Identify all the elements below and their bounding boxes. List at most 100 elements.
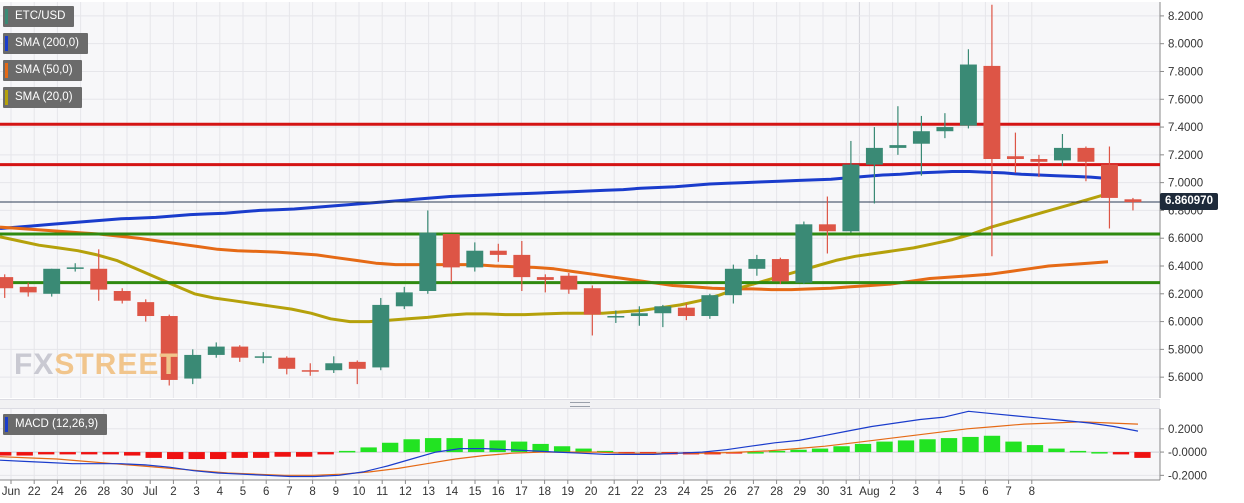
legend-sma200[interactable]: SMA (200,0)	[3, 33, 88, 54]
histogram-bar-positive	[768, 450, 786, 453]
x-tick-label: 16	[492, 486, 505, 498]
x-tick-label: 4	[217, 486, 224, 498]
sma200-swatch	[5, 36, 8, 51]
legend-macd[interactable]: MACD (12,26,9)	[3, 414, 108, 435]
candle-body-down	[513, 254, 531, 278]
histogram-bar-positive	[1048, 448, 1065, 453]
histogram-bar-positive	[510, 441, 528, 453]
pane-divider[interactable]	[0, 399, 1160, 409]
x-tick-label: 7	[286, 486, 292, 498]
x-tick-label: 24	[677, 486, 690, 498]
histogram-bar-positive	[489, 440, 506, 453]
x-tick-label: 21	[608, 486, 621, 498]
candle-body-down	[160, 316, 178, 380]
x-tick-label: 22	[631, 486, 644, 498]
x-tick-label: 2	[889, 486, 895, 498]
histogram-bar-positive	[338, 450, 356, 453]
candle-body-down	[1100, 164, 1118, 198]
x-tick-label: 23	[654, 486, 667, 498]
histogram-bar-positive	[381, 442, 399, 453]
candle-body-down	[489, 250, 507, 255]
x-tick-label: 25	[701, 486, 714, 498]
candle-body-down	[137, 302, 155, 317]
candle-body-up	[842, 164, 860, 232]
legend-sma50-label: SMA (50,0)	[15, 64, 73, 76]
x-tick-label: 20	[585, 486, 598, 498]
x-tick-label: 28	[97, 486, 110, 498]
histogram-bar-positive	[833, 446, 850, 453]
histogram-bar-negative	[81, 452, 98, 455]
candle-body-up	[748, 259, 766, 269]
histogram-bar-negative	[102, 452, 119, 455]
y-tick-label: 6.4000	[1168, 261, 1203, 273]
y-tick-label: 7.6000	[1168, 94, 1203, 106]
histogram-bar-positive	[811, 448, 829, 453]
legend-sma50[interactable]: SMA (50,0)	[3, 60, 82, 81]
candle-body-down	[113, 291, 131, 301]
candle-body-up	[795, 224, 813, 283]
histogram-bar-positive	[983, 435, 1001, 453]
x-tick-label: 26	[74, 486, 87, 498]
histogram-bar-negative	[16, 452, 33, 456]
candle-body-down	[1030, 159, 1048, 162]
x-tick-label: 5	[959, 486, 965, 498]
histogram-bar-negative	[145, 452, 162, 458]
y-tick-label: 6.6000	[1168, 233, 1203, 245]
macd-y-tick-label: -0.0000	[1168, 447, 1207, 459]
candle-body-down	[560, 275, 578, 290]
x-tick-label: 27	[747, 486, 760, 498]
legend-sma200-label: SMA (200,0)	[15, 37, 79, 49]
legend-sma20-label: SMA (20,0)	[15, 91, 73, 103]
legend-macd-label: MACD (12,26,9)	[15, 418, 99, 430]
histogram-bar-negative	[231, 452, 248, 458]
histogram-bar-negative	[0, 452, 12, 456]
histogram-bar-negative	[253, 452, 270, 458]
x-tick-label: 9	[333, 486, 339, 498]
candle-body-down	[1077, 147, 1095, 162]
candle-body-up	[607, 316, 625, 318]
legend-sma20[interactable]: SMA (20,0)	[3, 87, 82, 108]
pane-resize-handle-icon[interactable]	[570, 402, 590, 407]
candle-body-down	[19, 286, 37, 293]
x-tick-label: 10	[353, 486, 366, 498]
legend-symbol[interactable]: ETC/USD	[3, 6, 75, 27]
histogram-bar-negative	[59, 452, 76, 455]
candle-body-up	[1053, 147, 1071, 161]
x-tick-label: 3	[193, 486, 199, 498]
candle-body-up	[466, 250, 484, 268]
histogram-bar-negative	[210, 452, 227, 460]
sma20-swatch	[5, 90, 8, 105]
watermark-street: STREET	[54, 348, 179, 381]
y-tick-label: 5.8000	[1168, 344, 1203, 356]
histogram-bar-positive	[360, 447, 377, 453]
y-tick-label: 7.8000	[1168, 66, 1203, 78]
candle-body-up	[654, 306, 672, 314]
x-tick-label: 6	[263, 486, 269, 498]
macd-swatch	[5, 417, 8, 432]
macd-y-tick-label: -0.2000	[1168, 470, 1207, 482]
y-tick-label: 7.0000	[1168, 178, 1203, 190]
histogram-bar-positive	[1026, 445, 1044, 453]
x-tick-label: 22	[28, 486, 41, 498]
candle-body-down	[1124, 199, 1142, 203]
candle-body-up	[43, 268, 61, 294]
histogram-bar-positive	[897, 440, 915, 453]
histogram-bar-negative	[274, 452, 291, 457]
candle-body-up	[184, 354, 202, 379]
histogram-bar-positive	[532, 443, 549, 453]
histogram-bar-negative	[1112, 452, 1130, 455]
x-tick-label: 31	[840, 486, 853, 498]
histogram-bar-positive	[553, 446, 571, 453]
x-tick-label: 12	[399, 486, 412, 498]
sma20-line	[0, 192, 1109, 324]
candle-body-up	[372, 304, 390, 368]
y-tick-label: 8.0000	[1168, 39, 1203, 51]
histogram-bar-negative	[188, 452, 205, 460]
histogram-bar-negative	[38, 452, 55, 455]
histogram-bar-negative	[167, 452, 184, 460]
watermark-fx: FX	[14, 348, 55, 381]
legend-symbol-label: ETC/USD	[15, 10, 66, 22]
macd-y-tick-label: 0.2000	[1168, 424, 1203, 436]
histogram-bar-positive	[940, 438, 958, 453]
